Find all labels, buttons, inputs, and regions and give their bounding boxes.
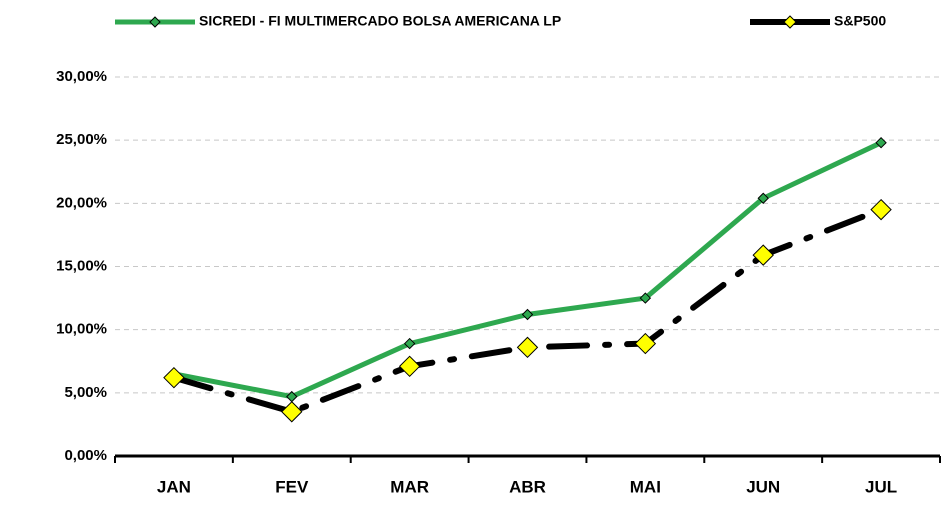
x-tick-label: ABR — [509, 477, 546, 496]
marker — [639, 292, 652, 304]
x-tick-label: JUN — [746, 477, 780, 496]
marker — [757, 192, 769, 204]
y-tick-label: 0,00% — [64, 447, 107, 464]
legend-label: SICREDI - FI MULTIMERCADO BOLSA AMERICAN… — [199, 13, 561, 29]
x-tick-label: FEV — [275, 477, 309, 496]
x-tick-label: JAN — [157, 477, 191, 496]
y-tick-label: 30,00% — [56, 68, 107, 85]
x-tick-label: MAI — [630, 477, 661, 496]
series-line — [171, 140, 884, 400]
y-tick-label: 10,00% — [56, 321, 107, 338]
marker — [403, 337, 416, 350]
y-tick-label: 15,00% — [56, 257, 107, 274]
legend-marker — [783, 15, 797, 29]
legend-label: S&P500 — [834, 13, 886, 29]
x-tick-label: MAR — [390, 477, 429, 496]
marker — [752, 244, 774, 266]
marker — [870, 198, 892, 221]
legend-marker — [149, 16, 161, 28]
marker — [398, 355, 421, 378]
y-tick-label: 25,00% — [56, 131, 107, 148]
y-tick-label: 20,00% — [56, 194, 107, 211]
x-tick-label: JUL — [865, 477, 897, 496]
marker — [516, 336, 539, 359]
marker — [875, 136, 887, 149]
marker — [521, 308, 534, 321]
marker — [281, 401, 303, 423]
y-tick-label: 5,00% — [64, 384, 107, 401]
marker — [163, 366, 185, 389]
marker — [634, 332, 657, 355]
